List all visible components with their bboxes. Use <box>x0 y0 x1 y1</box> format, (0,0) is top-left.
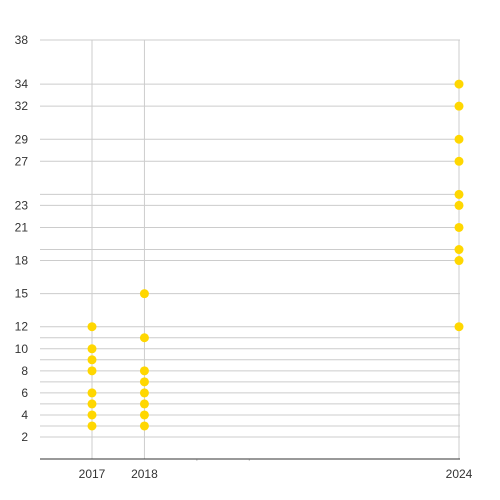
data-point <box>139 421 149 431</box>
y-tick-label-10: 10 <box>15 342 29 356</box>
data-point <box>87 366 97 376</box>
data-point <box>87 344 97 354</box>
data-point <box>139 399 149 409</box>
data-point <box>87 399 97 409</box>
y-tick-label-32: 32 <box>15 99 29 113</box>
data-point <box>454 322 464 332</box>
data-point <box>454 189 464 199</box>
y-tick-label-12: 12 <box>15 320 29 334</box>
data-point <box>87 388 97 398</box>
data-point <box>87 421 97 431</box>
data-point <box>454 134 464 144</box>
data-point <box>454 200 464 210</box>
data-point <box>454 245 464 255</box>
y-tick-label-2: 2 <box>21 430 28 444</box>
tick-label-layer: 2 4 6 8 10 12 15 18 21 23 27 29 32 34 38 2017 2018 2024 <box>15 33 473 481</box>
data-point <box>139 377 149 387</box>
y-tick-label-34: 34 <box>15 77 29 91</box>
y-tick-label-6: 6 <box>21 386 28 400</box>
y-tick-label-38: 38 <box>15 33 29 47</box>
y-tick-label-8: 8 <box>21 364 28 378</box>
y-tick-label-27: 27 <box>15 154 29 168</box>
y-tick-label-21: 21 <box>15 220 29 234</box>
data-point <box>87 410 97 420</box>
data-point <box>139 366 149 376</box>
y-tick-label-18: 18 <box>15 254 29 268</box>
data-point <box>87 355 97 365</box>
data-point <box>454 101 464 111</box>
data-point <box>139 333 149 343</box>
x-tick-label-2024: 2024 <box>446 467 473 481</box>
data-point <box>87 322 97 332</box>
x-tick-label-2018: 2018 <box>131 467 158 481</box>
data-point <box>454 222 464 232</box>
x-tick-label-2017: 2017 <box>79 467 106 481</box>
y-tick-label-15: 15 <box>15 287 29 301</box>
data-point-layer <box>87 79 464 431</box>
data-point <box>139 388 149 398</box>
data-point <box>454 256 464 266</box>
data-point <box>139 289 149 299</box>
y-tick-label-23: 23 <box>15 198 29 212</box>
y-tick-label-4: 4 <box>21 408 28 422</box>
grid-layer <box>40 39 460 461</box>
y-tick-label-29: 29 <box>15 132 29 146</box>
data-point <box>454 156 464 166</box>
data-point <box>454 79 464 89</box>
data-point <box>139 410 149 420</box>
